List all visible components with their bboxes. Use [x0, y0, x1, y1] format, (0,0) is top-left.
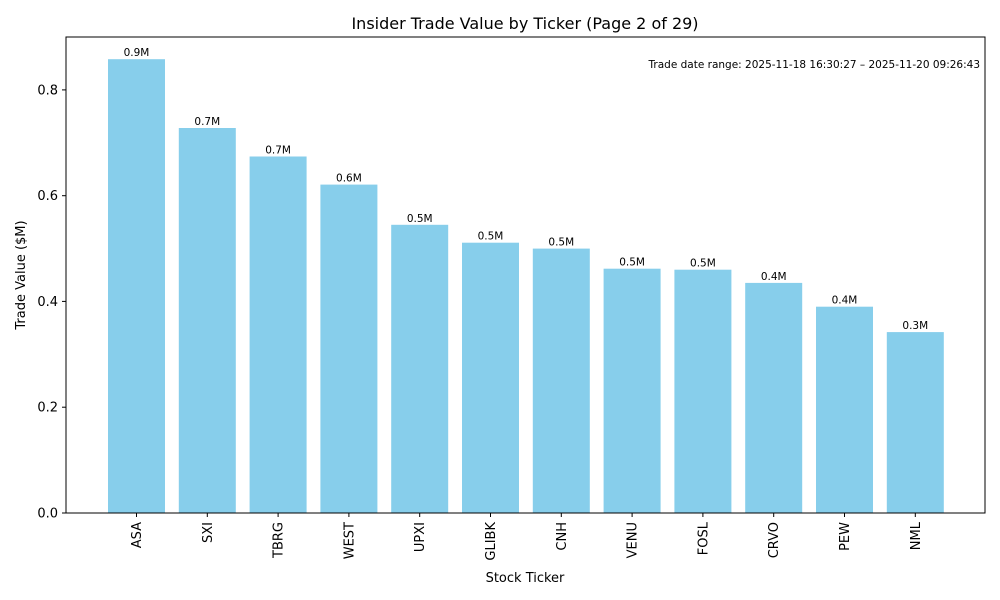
- data-label-fosl: 0.5M: [690, 258, 716, 270]
- bar-venu: [603, 268, 661, 513]
- data-label-cnh: 0.5M: [548, 237, 574, 249]
- data-label-nml: 0.3M: [902, 320, 928, 332]
- bar-west: [320, 184, 378, 513]
- chart-title: Insider Trade Value by Ticker (Page 2 of…: [351, 14, 698, 33]
- x-tick-label-nml: NML: [909, 521, 924, 550]
- y-tick-label: 0.8: [37, 83, 58, 98]
- y-tick-label: 0.6: [37, 189, 58, 204]
- data-label-sxi: 0.7M: [194, 116, 220, 128]
- x-tick-label-west: WEST: [342, 522, 357, 559]
- data-label-upxi: 0.5M: [407, 213, 433, 225]
- y-tick-label: 0.0: [37, 507, 58, 522]
- y-tick-label: 0.2: [37, 401, 58, 416]
- x-tick-label-tbrg: TBRG: [272, 522, 287, 559]
- data-label-crvo: 0.4M: [761, 271, 787, 283]
- x-tick-label-upxi: UPXI: [413, 522, 428, 552]
- x-tick-label-crvo: CRVO: [767, 522, 782, 558]
- x-axis-ticks: ASA SXI TBRG WEST UPXI GLIBK CNH VENU FOSL CRVO PE…: [130, 513, 924, 561]
- x-tick-label-asa: ASA: [130, 522, 145, 548]
- bar-sxi: [178, 128, 236, 513]
- bar-asa: [108, 59, 165, 513]
- data-label-glibk: 0.5M: [478, 231, 504, 243]
- x-tick-label-glibk: GLIBK: [484, 522, 499, 561]
- bar-cnh: [532, 248, 590, 513]
- data-label-venu: 0.5M: [619, 257, 645, 269]
- bar-upxi: [391, 224, 449, 514]
- bar-nml: [886, 332, 944, 513]
- x-tick-label-pew: PEW: [838, 522, 853, 551]
- data-labels-group: 0.9M 0.7M 0.7M 0.6M 0.5M 0.5M 0.5M 0.5M 0.5M 0.4M…: [124, 47, 929, 332]
- bar-pew: [816, 306, 873, 513]
- data-label-pew: 0.4M: [832, 295, 858, 307]
- x-tick-label-venu: VENU: [626, 522, 641, 558]
- y-axis-ticks: 0.0 0.2 0.4 0.6 0.8: [37, 83, 66, 522]
- data-label-west: 0.6M: [336, 173, 362, 185]
- bar-fosl: [674, 269, 732, 513]
- bar-tbrg: [249, 156, 307, 513]
- x-tick-label-fosl: FOSL: [696, 521, 711, 555]
- data-label-tbrg: 0.7M: [265, 145, 291, 157]
- bars-group: [108, 59, 944, 514]
- data-label-asa: 0.9M: [124, 47, 150, 59]
- bar-crvo: [745, 282, 803, 513]
- x-axis-label: Stock Ticker: [486, 571, 565, 586]
- plot-area-frame: [65, 36, 986, 514]
- x-tick-label-cnh: CNH: [555, 522, 570, 551]
- x-tick-label-sxi: SXI: [201, 522, 216, 543]
- trade-date-range-annotation: Trade date range: 2025-11-18 16:30:27 – …: [648, 59, 980, 71]
- y-tick-label: 0.4: [37, 295, 58, 310]
- y-axis-label: Trade Value ($M): [14, 220, 29, 330]
- bar-glibk: [462, 242, 519, 513]
